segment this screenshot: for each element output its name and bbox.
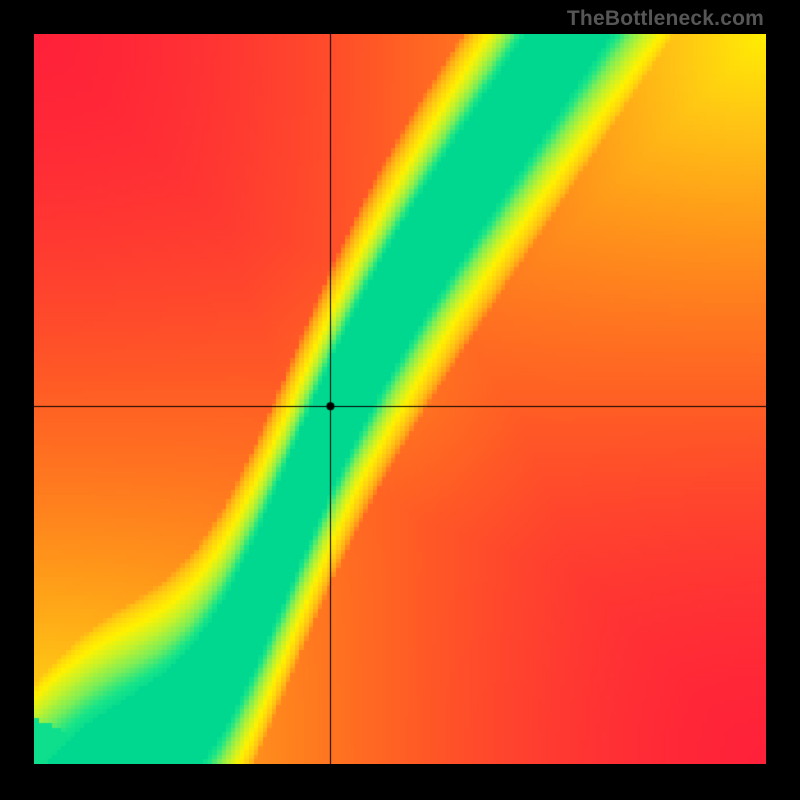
frame-left	[0, 0, 34, 800]
frame-right	[766, 0, 800, 800]
watermark-text: TheBottleneck.com	[567, 7, 764, 31]
frame-bottom	[0, 764, 800, 800]
bottleneck-heatmap	[0, 0, 800, 800]
